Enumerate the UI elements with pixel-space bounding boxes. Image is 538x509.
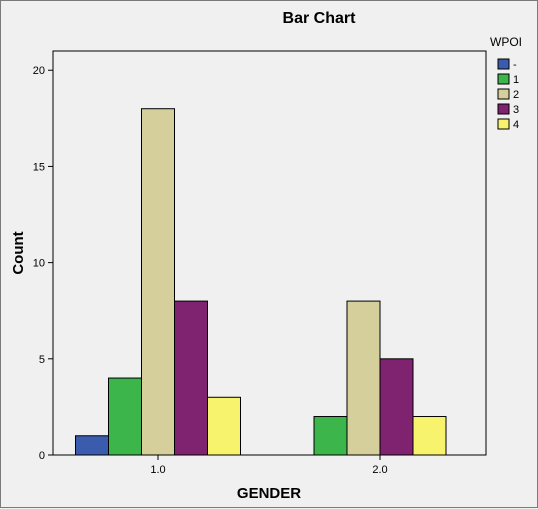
- bars-group: [75, 108, 447, 456]
- bar: [174, 300, 208, 456]
- legend-swatch: [497, 58, 510, 70]
- x-axis-title: GENDER: [237, 485, 301, 502]
- y-axis-title: Count: [10, 231, 27, 274]
- legend-label: 2: [513, 89, 519, 101]
- y-tick-label: 15: [33, 161, 45, 173]
- chart-title: Bar Chart: [283, 10, 357, 27]
- bar: [346, 300, 381, 456]
- legend-label: -: [513, 59, 517, 71]
- bar: [379, 358, 414, 456]
- legend: WPOI - 1 2 3 4: [490, 35, 522, 131]
- legend-label: 3: [513, 104, 519, 116]
- legend-label: 1: [513, 74, 519, 86]
- legend-swatch: [497, 88, 510, 100]
- legend-title: WPOI: [490, 35, 522, 49]
- legend-swatch: [497, 118, 510, 130]
- y-tick-label: 20: [33, 65, 45, 77]
- bar: [75, 435, 109, 456]
- y-tick-label: 0: [39, 450, 45, 462]
- y-tick-label: 10: [33, 258, 45, 270]
- legend-swatch: [497, 73, 510, 85]
- x-axis: 1.0 2.0: [150, 455, 388, 476]
- y-tick-label: 5: [39, 354, 45, 366]
- bar: [141, 108, 175, 456]
- legend-swatch: [497, 103, 510, 115]
- legend-label: 4: [513, 119, 519, 131]
- bar: [412, 416, 447, 456]
- bar: [108, 377, 142, 456]
- x-tick-label: 1.0: [150, 464, 165, 476]
- y-axis: 0 5 10 15 20: [33, 65, 53, 462]
- bar: [207, 396, 241, 456]
- bar: [313, 416, 348, 456]
- x-tick-label: 2.0: [372, 464, 387, 476]
